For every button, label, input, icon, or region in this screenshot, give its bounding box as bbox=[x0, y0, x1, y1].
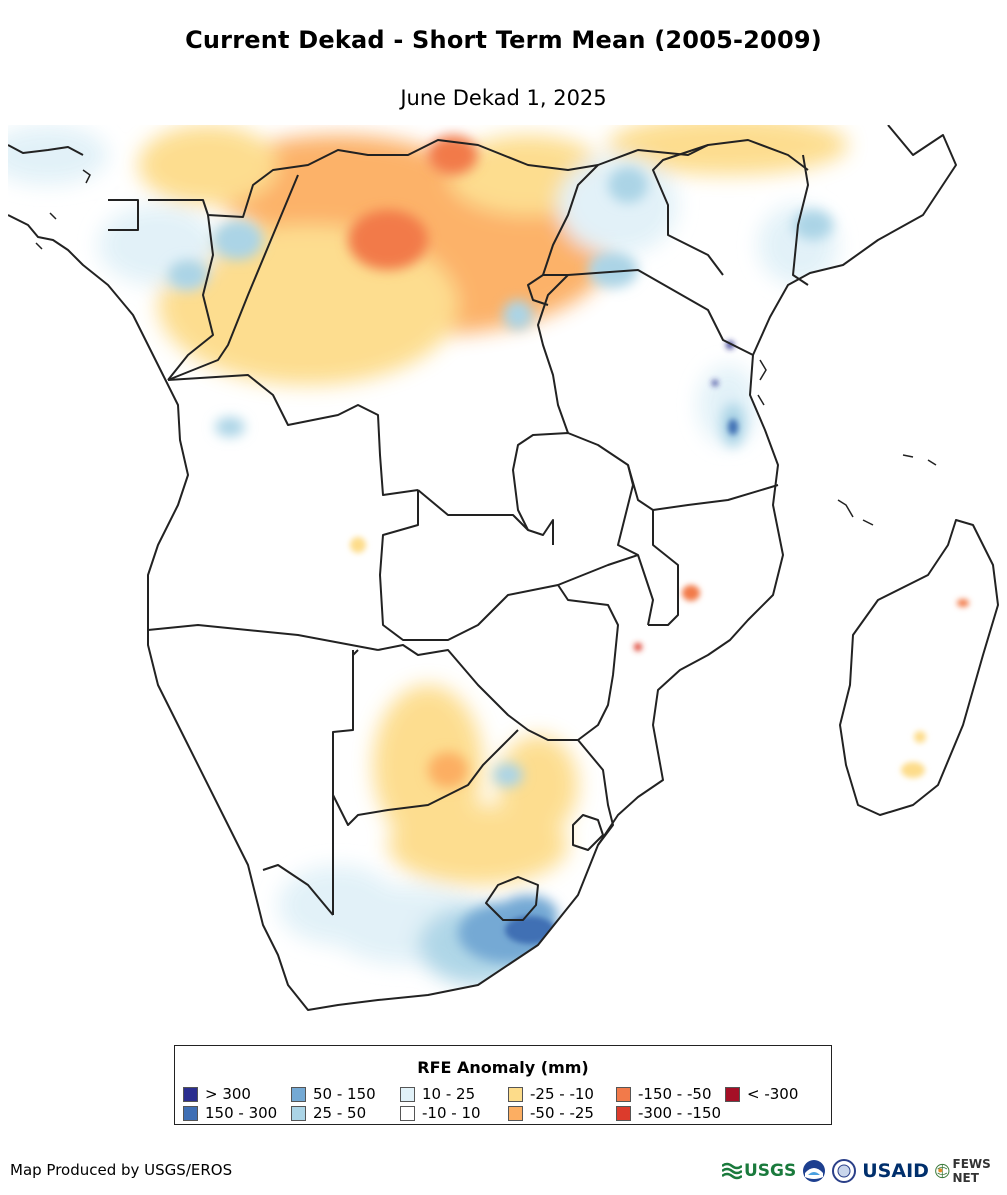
legend-item: 50 - 150 bbox=[291, 1085, 376, 1103]
legend-label: 50 - 150 bbox=[313, 1085, 376, 1103]
country-borders bbox=[108, 139, 809, 921]
legend-label: -25 - -10 bbox=[530, 1085, 594, 1103]
legend-swatch bbox=[616, 1086, 631, 1102]
fewsnet-logo: FEWS NET bbox=[935, 1157, 998, 1185]
legend-item: > 300 bbox=[183, 1085, 251, 1103]
legend-swatch bbox=[183, 1086, 198, 1102]
rainfall-anomaly-map bbox=[8, 125, 1000, 1025]
legend-item: -25 - -10 bbox=[508, 1085, 594, 1103]
partner-logos: USGS USAID FEWS NET bbox=[722, 1156, 1002, 1186]
legend-label: -10 - 10 bbox=[422, 1104, 481, 1122]
legend-item: -150 - -50 bbox=[616, 1085, 712, 1103]
legend-label: -50 - -25 bbox=[530, 1104, 594, 1122]
legend-item: < -300 bbox=[725, 1085, 798, 1103]
legend-item: 10 - 25 bbox=[400, 1085, 475, 1103]
usaid-logo: USAID bbox=[862, 1160, 929, 1182]
legend-label: 10 - 25 bbox=[422, 1085, 476, 1103]
legend-swatch bbox=[400, 1086, 415, 1102]
legend-swatch bbox=[291, 1086, 306, 1102]
doc-seal-logo bbox=[832, 1159, 857, 1183]
map-title: Current Dekad - Short Term Mean (2005-20… bbox=[185, 26, 822, 54]
legend-item: -50 - -25 bbox=[508, 1104, 594, 1122]
usgs-logo-text: USGS bbox=[744, 1161, 797, 1181]
islands bbox=[35, 169, 937, 526]
legend-label: -150 - -50 bbox=[638, 1085, 712, 1103]
map-subtitle: June Dekad 1, 2025 bbox=[400, 86, 607, 110]
legend-label: < -300 bbox=[747, 1085, 799, 1103]
legend-label: -300 - -150 bbox=[638, 1104, 722, 1122]
fewsnet-globe-icon bbox=[935, 1163, 950, 1179]
usgs-logo: USGS bbox=[722, 1161, 796, 1181]
legend-swatch bbox=[616, 1105, 631, 1121]
legend-label: > 300 bbox=[205, 1085, 251, 1103]
legend-title: RFE Anomaly (mm) bbox=[417, 1058, 589, 1077]
legend-item: 150 - 300 bbox=[183, 1104, 277, 1122]
legend-swatch bbox=[400, 1105, 415, 1121]
anomaly-field bbox=[8, 125, 969, 985]
usaid-logo-text: USAID bbox=[862, 1160, 929, 1182]
usgs-wave-icon bbox=[722, 1162, 742, 1180]
legend-swatch bbox=[183, 1105, 198, 1121]
legend-item: 25 - 50 bbox=[291, 1104, 366, 1122]
legend-swatch bbox=[508, 1105, 523, 1121]
doc-seal-icon bbox=[832, 1159, 857, 1183]
coastline bbox=[8, 125, 999, 1011]
fewsnet-logo-text: FEWS NET bbox=[952, 1157, 991, 1185]
map-credit: Map Produced by USGS/EROS bbox=[10, 1161, 233, 1179]
legend-label: 25 - 50 bbox=[313, 1104, 367, 1122]
legend-swatch bbox=[291, 1105, 306, 1121]
legend-swatch bbox=[508, 1086, 523, 1102]
legend-item: -10 - 10 bbox=[400, 1104, 481, 1122]
noaa-logo bbox=[802, 1159, 826, 1183]
legend: RFE Anomaly (mm) > 300 150 - 300 50 - 15… bbox=[174, 1045, 832, 1125]
noaa-seal-icon bbox=[803, 1160, 826, 1182]
legend-swatch bbox=[725, 1086, 740, 1102]
legend-item: -300 - -150 bbox=[616, 1104, 721, 1122]
legend-label: 150 - 300 bbox=[205, 1104, 278, 1122]
